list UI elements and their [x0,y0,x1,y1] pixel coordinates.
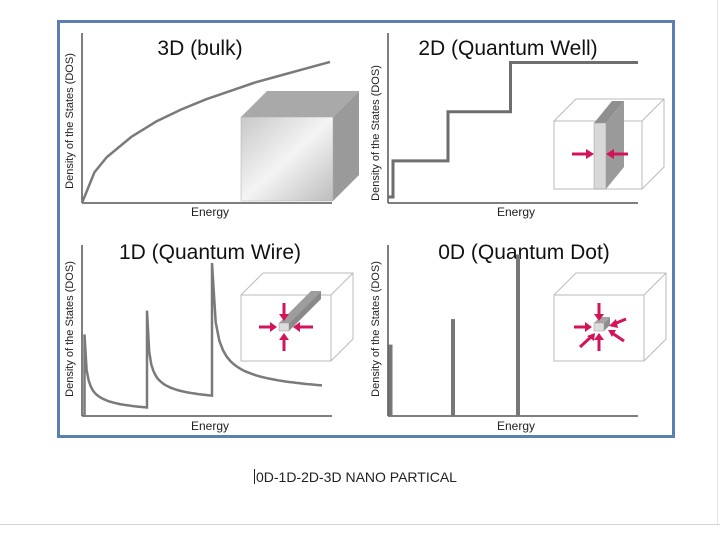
quantum-dot-icon [553,272,667,362]
text-cursor [254,469,255,484]
right-divider [717,0,718,524]
panel-3d: 3D (bulk) Density of the States (DOS) En… [64,33,359,219]
caption-text: 0D-1D-2D-3D NANO PARTICAL [256,469,457,485]
figure-caption: 0D-1D-2D-3D NANO PARTICAL [254,469,457,485]
panel-0d-delta-peaks [388,254,520,416]
panel-3d-title: 3D (bulk) [157,37,242,60]
panel-3d-xlabel: Energy [191,205,229,219]
panel-2d-title: 2D (Quantum Well) [418,37,597,60]
panel-0d-ylabel: Density of the States (DOS) [370,261,382,397]
panel-1d-ylabel: Density of the States (DOS) [64,261,76,397]
delta-peak-3 [516,254,520,416]
panel-2d-dos-curve [388,61,638,199]
panel-3d-ylabel: Density of the States (DOS) [64,53,76,189]
delta-peak-2 [451,319,455,416]
panel-1d-title: 1D (Quantum Wire) [119,241,301,264]
quantum-well-icon [553,98,665,190]
panel-2d: 2D (Quantum Well) Density of the States … [370,33,665,219]
panel-1d-dos-curve [83,262,323,416]
dos-figure: 3D (bulk) Density of the States (DOS) En… [64,33,667,433]
panel-0d: 0D (Quantum Dot) Density of the States (… [370,241,667,433]
bulk-cube-icon [240,91,359,202]
delta-peak-1 [388,344,393,416]
panel-1d: 1D (Quantum Wire) Density of the States … [64,241,354,433]
panel-0d-xlabel: Energy [497,419,535,433]
bottom-divider [0,524,720,525]
panel-2d-xlabel: Energy [497,205,535,219]
panel-2d-ylabel: Density of the States (DOS) [370,65,382,201]
quantum-wire-icon [240,272,354,362]
figure-frame: 3D (bulk) Density of the States (DOS) En… [57,20,675,438]
panel-0d-title: 0D (Quantum Dot) [438,241,610,264]
panel-1d-xlabel: Energy [191,419,229,433]
panel-3d-dos-curve [80,60,331,204]
